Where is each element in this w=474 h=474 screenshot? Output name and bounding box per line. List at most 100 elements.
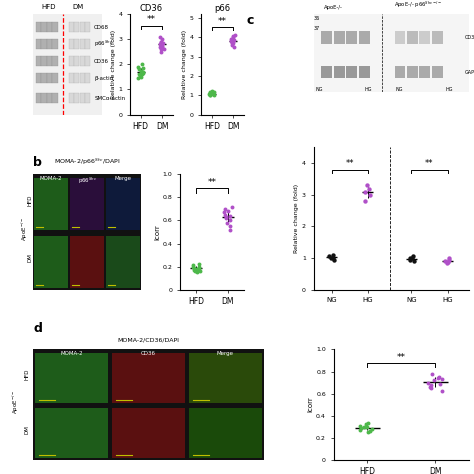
Point xyxy=(138,61,146,68)
Point xyxy=(437,380,444,387)
Point xyxy=(325,253,332,260)
Text: Merge: Merge xyxy=(217,351,234,356)
Point xyxy=(157,43,164,51)
Y-axis label: Icorr: Icorr xyxy=(307,397,313,412)
Bar xyxy=(407,31,418,44)
Bar xyxy=(41,22,46,32)
Bar xyxy=(321,31,332,44)
Point xyxy=(222,213,229,221)
Point xyxy=(363,421,370,428)
Point xyxy=(135,63,142,71)
Text: p66$^{Shc}$: p66$^{Shc}$ xyxy=(78,176,97,186)
Bar xyxy=(70,236,104,288)
Bar xyxy=(85,22,91,32)
Bar xyxy=(47,22,52,32)
Bar xyxy=(41,56,46,66)
Point xyxy=(444,258,452,265)
Bar xyxy=(189,353,262,403)
Bar xyxy=(334,66,345,78)
Bar xyxy=(85,73,91,83)
Text: MOMA-2: MOMA-2 xyxy=(40,176,63,181)
Point xyxy=(135,74,142,82)
Y-axis label: Icorr: Icorr xyxy=(154,224,160,240)
Point xyxy=(158,36,165,43)
Bar xyxy=(74,93,80,103)
Bar xyxy=(69,22,74,32)
Point xyxy=(207,90,215,97)
Bar xyxy=(47,39,52,49)
Point xyxy=(195,261,203,268)
Point xyxy=(190,266,198,274)
Bar xyxy=(52,56,57,66)
Point xyxy=(196,263,203,270)
Text: HG: HG xyxy=(365,87,372,92)
Point xyxy=(441,257,448,265)
Text: β-actin: β-actin xyxy=(94,76,113,81)
Point xyxy=(160,46,167,53)
Bar xyxy=(36,39,41,49)
Text: NG: NG xyxy=(395,87,403,92)
Text: CD36: CD36 xyxy=(141,351,156,356)
Point xyxy=(191,264,198,272)
Text: GAPDH: GAPDH xyxy=(465,70,474,74)
Text: DM: DM xyxy=(25,425,29,434)
Bar xyxy=(34,178,68,230)
Bar xyxy=(80,39,85,49)
Point xyxy=(438,388,446,395)
Point xyxy=(329,251,337,259)
Bar xyxy=(52,22,57,32)
Bar xyxy=(85,39,91,49)
Point xyxy=(438,375,446,383)
Text: ApoE-/- p66$^{Shc-/-}$: ApoE-/- p66$^{Shc-/-}$ xyxy=(393,0,442,9)
Point xyxy=(137,73,145,81)
Bar xyxy=(52,73,57,83)
Bar xyxy=(74,56,80,66)
Point xyxy=(406,256,414,264)
Point xyxy=(189,262,197,269)
Point xyxy=(196,264,203,272)
Point xyxy=(193,269,201,276)
Bar xyxy=(47,73,52,83)
Point xyxy=(409,253,417,260)
Bar xyxy=(359,66,370,78)
Point xyxy=(225,208,232,215)
Bar xyxy=(47,56,52,66)
Point xyxy=(136,72,144,80)
Bar xyxy=(69,73,74,83)
Text: CD36: CD36 xyxy=(465,35,474,40)
Bar xyxy=(34,236,68,288)
Point xyxy=(229,36,237,43)
Point xyxy=(365,185,373,192)
Point xyxy=(157,40,165,48)
Point xyxy=(206,90,213,97)
Point xyxy=(409,254,416,262)
Text: **: ** xyxy=(425,159,434,168)
Text: MOMA-2/p66$^{Shc}$/DAPI: MOMA-2/p66$^{Shc}$/DAPI xyxy=(54,157,120,167)
Point xyxy=(361,188,368,195)
Bar xyxy=(189,409,262,458)
Bar xyxy=(36,353,108,403)
Point xyxy=(226,222,234,230)
Text: b: b xyxy=(33,156,42,169)
Point xyxy=(434,374,441,382)
Text: CD68: CD68 xyxy=(94,25,109,30)
Bar xyxy=(407,66,418,78)
Point xyxy=(366,427,374,435)
Point xyxy=(138,68,146,76)
Point xyxy=(357,424,365,431)
Bar xyxy=(359,31,370,44)
Point xyxy=(228,37,235,45)
Point xyxy=(229,34,237,41)
Bar xyxy=(52,39,57,49)
Bar xyxy=(80,22,85,32)
Point xyxy=(356,426,364,434)
Bar xyxy=(36,56,41,66)
Point xyxy=(191,265,199,273)
Point xyxy=(209,89,216,96)
Text: ApoE$^{-/-}$: ApoE$^{-/-}$ xyxy=(11,390,21,414)
Bar xyxy=(41,93,46,103)
Bar xyxy=(85,93,91,103)
Bar xyxy=(47,93,52,103)
Bar xyxy=(394,31,405,44)
Text: **: ** xyxy=(218,17,227,26)
